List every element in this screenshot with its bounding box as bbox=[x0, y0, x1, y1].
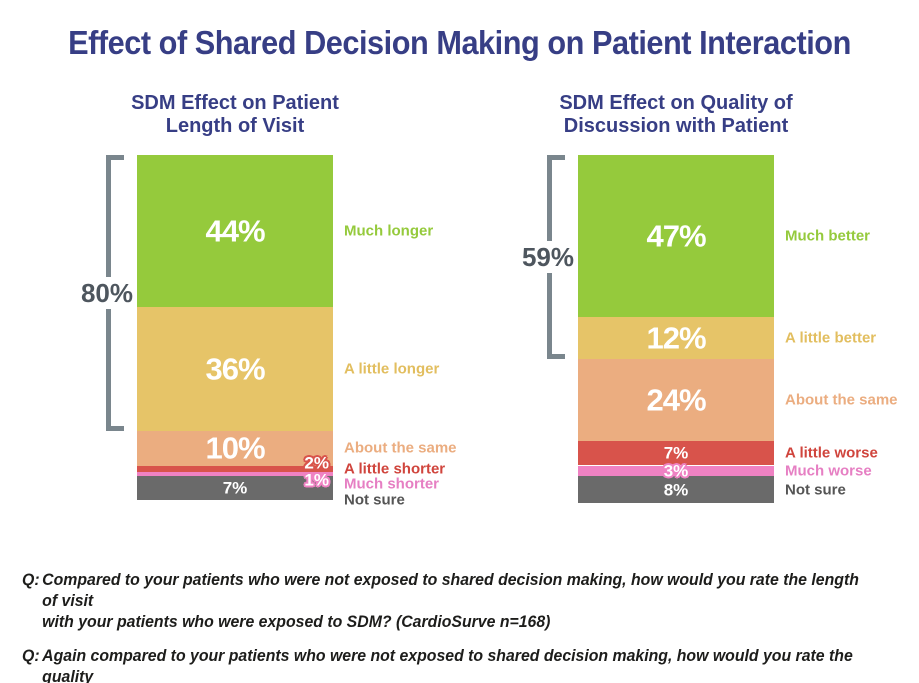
value-label-much-longer: 44% bbox=[205, 213, 265, 249]
survey-questions: Q: Compared to your patients who were no… bbox=[22, 570, 867, 683]
bar-segment-not-sure bbox=[578, 475, 774, 504]
value-label-about-the-same: 10% bbox=[205, 430, 265, 466]
bar-segment-not-sure bbox=[137, 475, 333, 500]
value-label-much-shorter: 1% bbox=[304, 470, 329, 490]
question-line: Again compared to your patients who were… bbox=[42, 647, 853, 683]
bar-segment-about-the-same bbox=[137, 431, 333, 466]
bar-segment-a-little-shorter bbox=[137, 465, 333, 473]
bar-segment-much-shorter bbox=[137, 472, 333, 476]
chart-length-of-visit: SDM Effect on Patient Length of Visit 80… bbox=[78, 92, 457, 507]
value-label-not-sure: 8% bbox=[663, 480, 689, 500]
chart-title-line-1: SDM Effect on Patient bbox=[131, 92, 339, 114]
page-title: Effect of Shared Decision Making on Pati… bbox=[68, 24, 851, 61]
question-1: Q: Compared to your patients who were no… bbox=[22, 570, 867, 633]
question-text: Again compared to your patients who were… bbox=[42, 646, 867, 683]
chart-quality-of-discussion: SDM Effect on Quality of Discussion with… bbox=[519, 92, 898, 504]
category-label-not-sure: Not sure bbox=[785, 481, 846, 499]
question-line: with your patients who were exposed to S… bbox=[42, 613, 551, 631]
question-2: Q: Again compared to your patients who w… bbox=[22, 646, 867, 683]
category-label-much-worse: Much worse bbox=[785, 462, 872, 480]
question-line: Compared to your patients who were not e… bbox=[42, 571, 859, 610]
question-prefix: Q: bbox=[22, 571, 40, 589]
category-label-a-little-better: A little better bbox=[785, 329, 877, 347]
category-label-much-shorter: Much shorter bbox=[344, 475, 440, 493]
bar-segment-much-better bbox=[578, 155, 774, 318]
category-label-about-the-same: About the same bbox=[344, 439, 457, 457]
bar-segment-a-little-longer bbox=[137, 306, 333, 431]
chart-title-length-of-visit: SDM Effect on Patient Length of Visit bbox=[25, 92, 445, 138]
value-label-a-little-shorter: 2% bbox=[304, 453, 329, 473]
bar-segment-a-little-better bbox=[578, 317, 774, 359]
chart-title-line-1: SDM Effect on Quality of bbox=[559, 92, 793, 114]
bracket-total-label: 80% bbox=[78, 277, 136, 309]
value-label-a-little-worse: 7% bbox=[663, 443, 689, 463]
bar-segment-much-worse bbox=[578, 465, 774, 476]
value-label-a-little-better: 12% bbox=[646, 320, 706, 356]
category-label-not-sure: Not sure bbox=[344, 491, 405, 509]
value-label-a-little-longer: 36% bbox=[205, 351, 265, 387]
bar-segment-much-longer bbox=[137, 155, 333, 307]
bar-segment-a-little-worse bbox=[578, 441, 774, 466]
category-label-much-longer: Much longer bbox=[344, 222, 434, 240]
chart-title-line-2: Length of Visit bbox=[165, 115, 305, 137]
question-text: Compared to your patients who were not e… bbox=[42, 570, 867, 633]
value-label-much-better: 47% bbox=[646, 218, 706, 254]
value-label-about-the-same: 24% bbox=[646, 382, 706, 418]
chart-title-quality-of-discussion: SDM Effect on Quality of Discussion with… bbox=[466, 92, 886, 138]
bar-segment-about-the-same bbox=[578, 358, 774, 442]
category-label-a-little-worse: A little worse bbox=[785, 444, 878, 462]
chart-title-line-2: Discussion with Patient bbox=[563, 115, 789, 137]
value-label-much-worse: 3% bbox=[663, 461, 689, 481]
category-label-much-better: Much better bbox=[785, 227, 871, 245]
category-label-a-little-longer: A little longer bbox=[344, 360, 440, 378]
category-label-about-the-same: About the same bbox=[785, 391, 898, 409]
bracket-total-label: 59% bbox=[519, 240, 577, 273]
category-label-a-little-shorter: A little shorter bbox=[344, 460, 446, 478]
value-label-not-sure: 7% bbox=[222, 478, 248, 498]
question-prefix: Q: bbox=[22, 647, 40, 665]
